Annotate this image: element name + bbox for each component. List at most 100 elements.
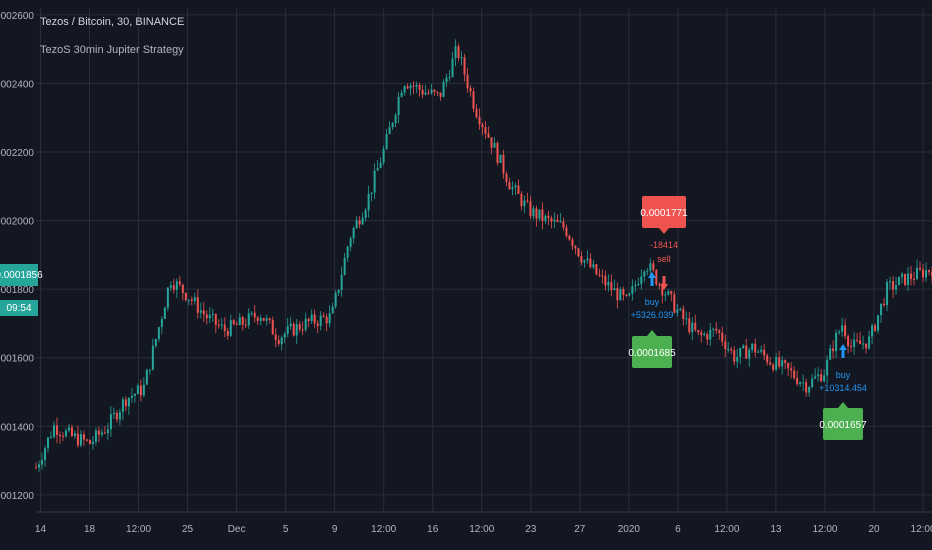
candle-body [646, 270, 649, 272]
trade-markers: buy +5326.039 0.0001685 sell -18414 0.0001771… [628, 196, 867, 440]
candle-body [823, 375, 826, 382]
candle-body [220, 324, 223, 326]
candle-body [739, 347, 742, 357]
candle-body [640, 276, 643, 284]
y-tick-label: 0.0001200 [0, 491, 34, 502]
candle-body [124, 399, 127, 407]
candle-body [637, 283, 640, 285]
candle-body [424, 92, 427, 95]
candle-body [241, 317, 244, 325]
x-tick-label: 12:00 [469, 524, 494, 535]
candle-body [751, 343, 754, 350]
candle-body [109, 414, 112, 430]
candle-body [214, 314, 217, 325]
candle-body [193, 297, 196, 301]
candle-body [469, 88, 472, 92]
candle-body [463, 57, 466, 75]
trade-label: buy [836, 370, 851, 380]
candle-body [559, 221, 562, 223]
candle-body [127, 397, 130, 407]
candle-body [274, 334, 277, 340]
candle-body [283, 333, 286, 338]
candle-body [676, 309, 679, 313]
candle-body [202, 310, 205, 315]
candle-body [187, 299, 190, 301]
candle-body [223, 324, 226, 331]
candle-body [667, 291, 670, 295]
candle-body [706, 334, 709, 340]
buy-arrow-icon [839, 344, 847, 358]
candle-body [856, 339, 859, 341]
candle-body [898, 276, 901, 286]
candle-body [310, 314, 313, 322]
candle-body [502, 154, 505, 174]
candle-body [286, 326, 289, 334]
x-tick-label: 9 [332, 524, 338, 535]
candle-body [625, 294, 628, 296]
candle-body [724, 341, 727, 350]
candle-body [76, 433, 79, 446]
candle-body [718, 330, 721, 333]
candle-body [196, 297, 199, 313]
candle-body [454, 46, 457, 59]
candle-body [130, 395, 133, 398]
candle-body [55, 425, 58, 435]
candle-body [832, 348, 835, 352]
candle-body [874, 325, 877, 331]
candle-body [628, 293, 631, 296]
candle-body [409, 85, 412, 89]
candle-body [181, 284, 184, 293]
candle-body [694, 322, 697, 331]
candle-body [532, 208, 535, 217]
candle-body [550, 218, 553, 222]
candle-body [583, 260, 586, 263]
buy-arrow-icon [648, 272, 656, 286]
candle-body [307, 318, 310, 322]
candle-body [871, 325, 874, 337]
candle-body [355, 220, 358, 229]
candle-body [151, 345, 154, 370]
candle-body [121, 399, 124, 412]
candle-body [835, 332, 838, 352]
candle-body [520, 193, 523, 207]
candle-body [799, 382, 802, 385]
candle-body [40, 460, 43, 465]
candle-body [52, 425, 55, 438]
candle-body [775, 357, 778, 370]
x-tick-label: 14 [35, 524, 47, 535]
candle-body [406, 86, 409, 89]
candle-body [199, 310, 202, 313]
candle-body [913, 278, 916, 280]
candle-body [142, 384, 145, 396]
candle-body [562, 221, 565, 228]
candle-body [316, 323, 319, 326]
candle-body [328, 313, 331, 324]
candle-body [868, 336, 871, 349]
candle-body [517, 185, 520, 194]
candle-body [880, 303, 883, 316]
trade-price-label: 0.0001685 [628, 348, 676, 359]
candle-body [889, 281, 892, 283]
candle-body [661, 284, 664, 296]
candle-body [610, 282, 613, 291]
candle-body [493, 142, 496, 148]
candle-body [412, 85, 415, 87]
candle-body [205, 314, 208, 319]
candle-body [319, 315, 322, 326]
x-tick-label: 18 [84, 524, 96, 535]
candle-body [679, 308, 682, 310]
candle-body [652, 263, 655, 270]
candle-body [613, 288, 616, 291]
candle-body [370, 192, 373, 194]
candle-body [805, 382, 808, 393]
last-price-tag: 0.0001856 [0, 264, 43, 286]
candle-body [475, 108, 478, 117]
candle-body [916, 267, 919, 280]
symbol-title: Tezos / Bitcoin, 30, BINANCE [40, 16, 185, 28]
candle-body [565, 227, 568, 236]
